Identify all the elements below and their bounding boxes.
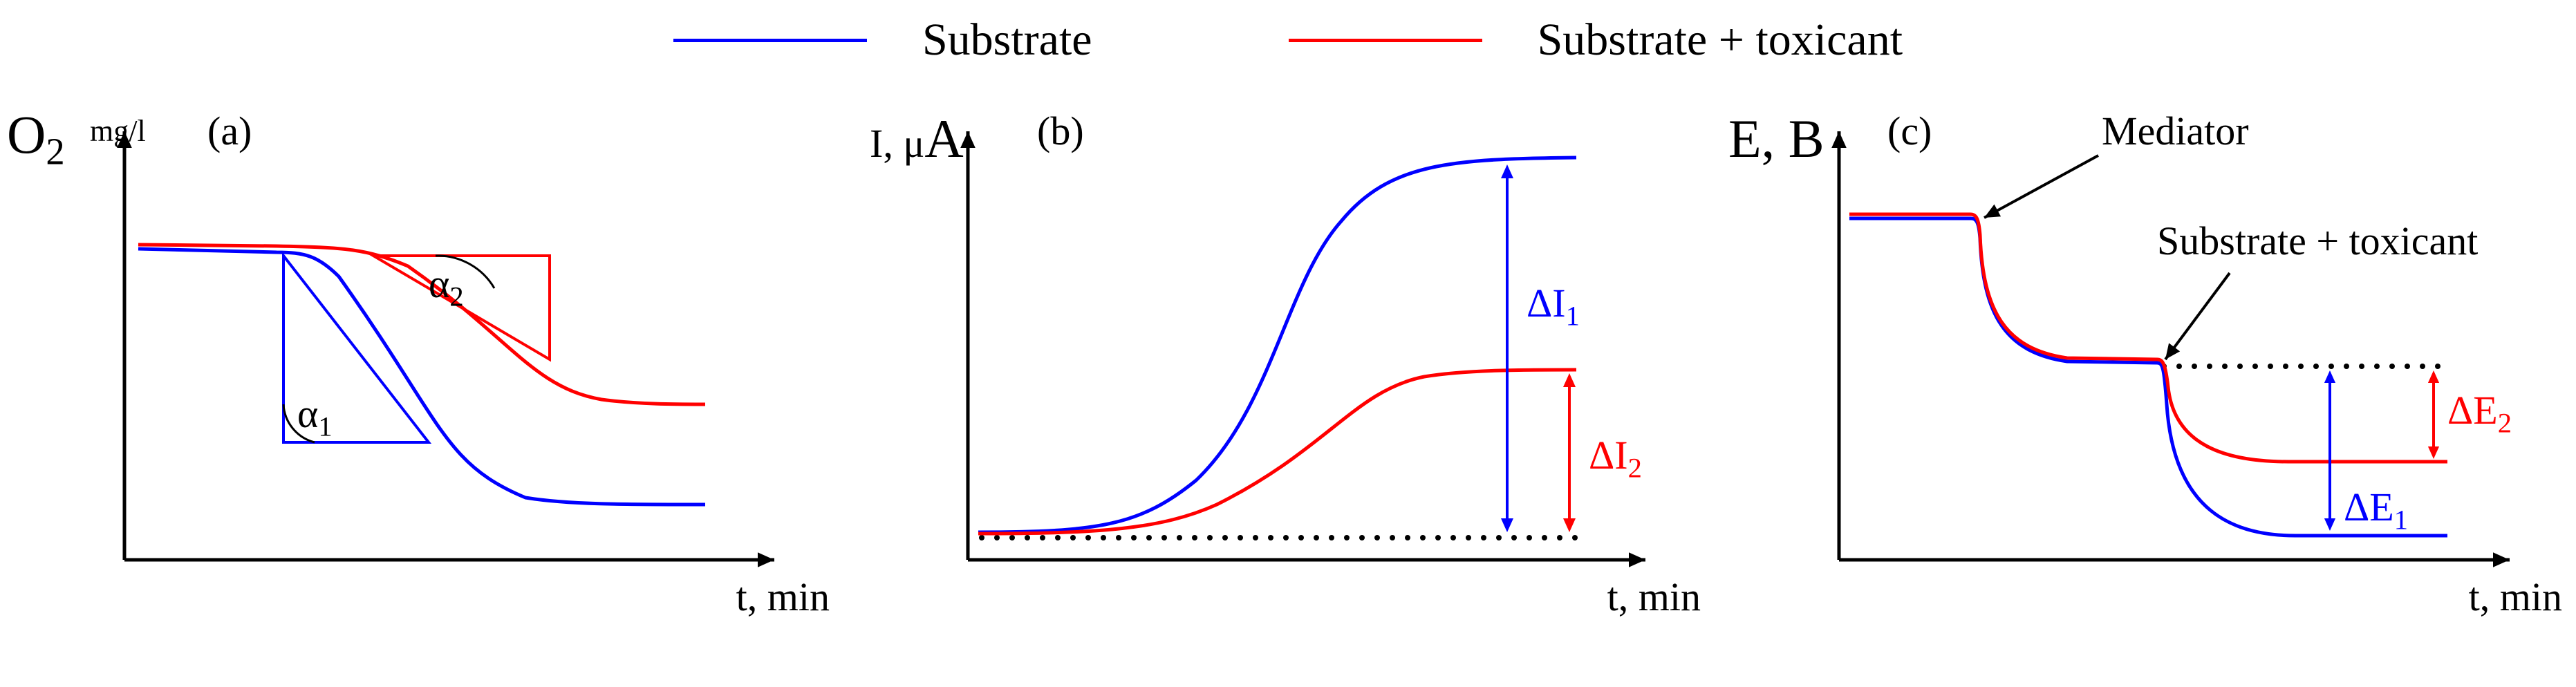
panel-c-tag: (c) [1887, 108, 1932, 154]
panel-c-delta-e2: ΔE2 [2447, 387, 2512, 440]
panel-c-mediator-label: Mediator [2102, 108, 2249, 154]
panel-b-svg [843, 117, 1715, 643]
legend-label-substrate-toxicant: Substrate + toxicant [1538, 14, 1903, 66]
panel-b-y-axis-label: I, μA [870, 108, 964, 170]
panel-a-y-axis-O2: O2 [7, 104, 65, 173]
legend: Substrate Substrate + toxicant [0, 14, 2576, 66]
panel-c-x-axis-label: t, min [2469, 574, 2562, 620]
panel-b-delta-i2: ΔI2 [1589, 432, 1642, 484]
legend-item-substrate: Substrate [673, 14, 1092, 66]
figure-canvas: Substrate Substrate + toxicant O2 mg/l (… [0, 0, 2576, 687]
legend-label-substrate: Substrate [922, 14, 1092, 66]
panel-c: E, B (c) t, min Mediator Substrate + tox… [1715, 117, 2576, 643]
panel-c-substrate-toxicant-label: Substrate + toxicant [2157, 218, 2478, 264]
legend-swatch-substrate-toxicant [1289, 39, 1482, 42]
panel-b-delta-i1: ΔI1 [1527, 280, 1580, 332]
panel-a-alpha1: α1 [297, 390, 333, 443]
panel-c-delta-e1: ΔE1 [2344, 484, 2408, 536]
panel-a-y-axis-unit: mg/l [90, 113, 146, 149]
panel-a: O2 mg/l (a) t, min α1 α2 [0, 117, 843, 643]
panel-c-svg [1715, 117, 2576, 643]
legend-swatch-substrate [673, 39, 867, 42]
panel-a-x-axis-label: t, min [736, 574, 830, 620]
legend-item-substrate-toxicant: Substrate + toxicant [1289, 14, 1903, 66]
panel-a-svg [0, 117, 843, 643]
panel-b: I, μA (b) t, min ΔI1 ΔI2 [843, 117, 1715, 643]
panel-b-x-axis-label: t, min [1607, 574, 1701, 620]
panel-c-y-axis-label: E, B [1728, 108, 1824, 170]
panel-a-alpha2: α2 [429, 261, 464, 313]
panel-a-tag: (a) [207, 108, 252, 154]
panel-b-tag: (b) [1037, 108, 1084, 154]
